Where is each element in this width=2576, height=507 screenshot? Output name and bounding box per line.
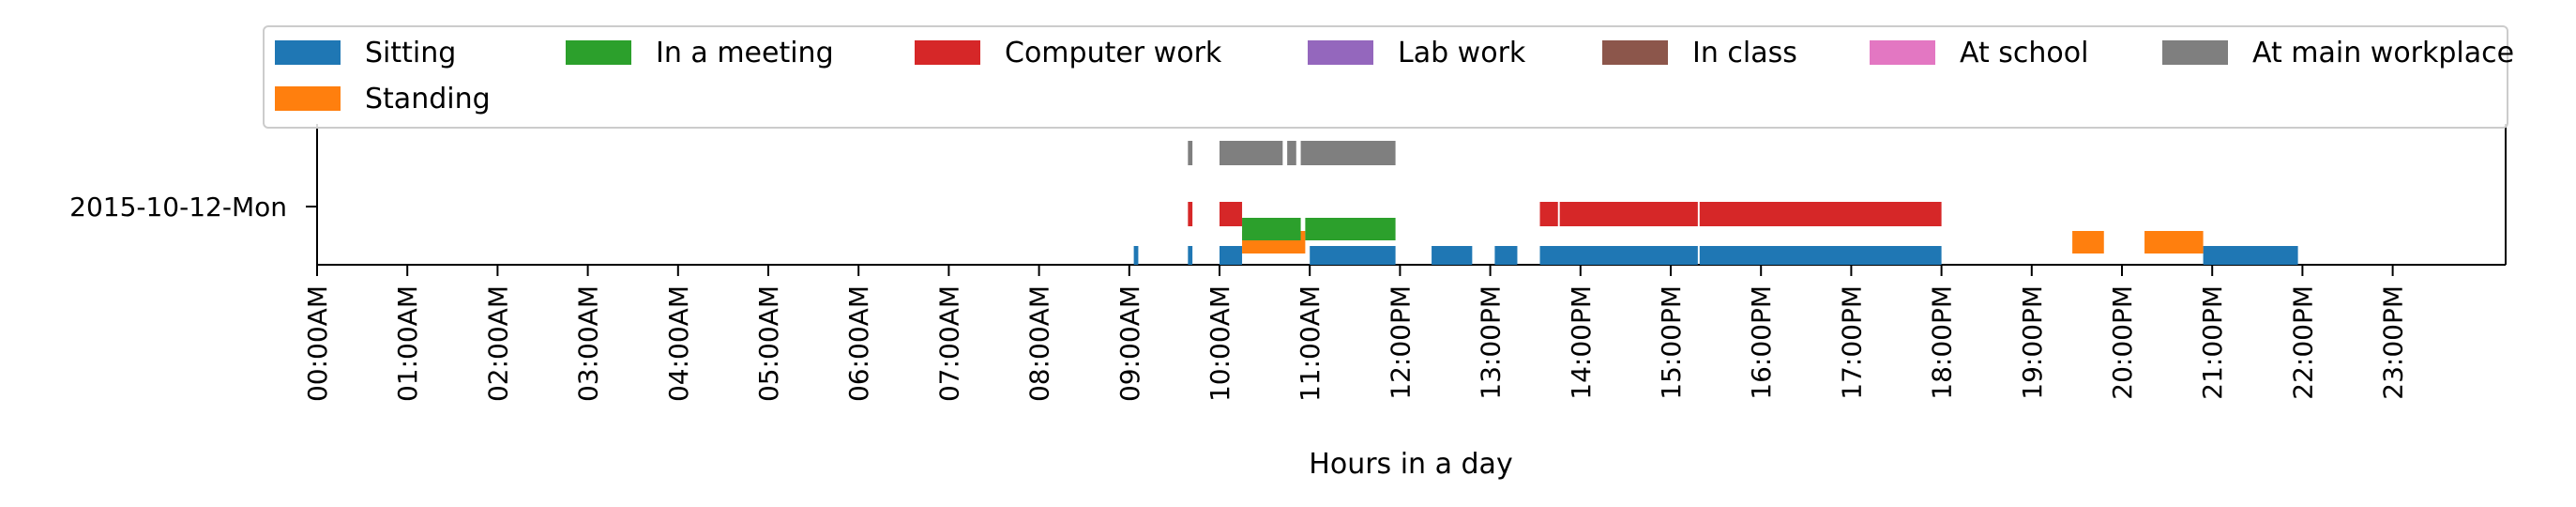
- x-tick-label: 16:00PM: [1746, 285, 1777, 400]
- x-tick-label: 09:00AM: [1114, 285, 1145, 402]
- x-tick-label: 04:00AM: [663, 285, 694, 402]
- bar-computer-work: [1188, 202, 1193, 226]
- x-tick-label: 12:00PM: [1385, 285, 1416, 400]
- x-tick-label: 10:00AM: [1205, 285, 1235, 402]
- legend-swatch: [566, 40, 631, 65]
- x-tick-label: 05:00AM: [753, 285, 784, 402]
- bar-sitting: [1310, 246, 1396, 265]
- legend: Sitting Standing In a meeting Computer work…: [263, 25, 2514, 129]
- legend-swatch: [275, 86, 341, 111]
- legend-swatch: [1870, 40, 1935, 65]
- x-axis-label: Hours in a day: [1309, 448, 1512, 481]
- x-tick-label: 02:00AM: [482, 285, 513, 402]
- legend-label: Standing: [365, 83, 491, 115]
- legend-label: Sitting: [365, 37, 456, 69]
- bar-at-main-workplace: [1300, 141, 1396, 165]
- x-tick-label: 01:00AM: [392, 285, 423, 402]
- legend-swatch: [1602, 40, 1668, 65]
- bar-sitting: [1220, 246, 1243, 265]
- x-tick-label: 20:00PM: [2107, 285, 2138, 400]
- legend-label: In a meeting: [656, 37, 834, 69]
- x-tick-label: 22:00PM: [2287, 285, 2318, 400]
- x-tick-label: 11:00AM: [1295, 285, 1326, 402]
- x-tick-label: 15:00PM: [1656, 285, 1687, 400]
- x-tick-label: 08:00AM: [1024, 285, 1055, 402]
- x-tick-label: 14:00PM: [1566, 285, 1597, 400]
- bar-sitting: [1188, 246, 1193, 265]
- bar-standing: [2144, 231, 2204, 254]
- legend-label: Computer work: [1005, 37, 1222, 69]
- bar-sitting: [1133, 246, 1139, 265]
- legend-label: At main workplace: [2252, 37, 2514, 69]
- bar-in-a-meeting: [1305, 218, 1396, 240]
- bar-standing: [2072, 231, 2104, 254]
- bar-sitting: [2203, 246, 2298, 265]
- interval-bars: [1133, 141, 2298, 265]
- legend-label: At school: [1960, 37, 2088, 69]
- legend-swatch: [2162, 40, 2228, 65]
- x-tick-label: 06:00AM: [843, 285, 874, 402]
- bar-sitting: [1539, 246, 1698, 265]
- x-axis-ticks: 00:00AM 01:00AM 02:00AM 03:00AM 04:00AM 05:00…: [302, 265, 2409, 402]
- x-tick-label: 21:00PM: [2197, 285, 2228, 400]
- bar-at-main-workplace: [1220, 141, 1283, 165]
- bar-sitting: [1699, 246, 1942, 265]
- x-tick-label: 03:00AM: [573, 285, 604, 402]
- x-tick-label: 00:00AM: [302, 285, 333, 402]
- x-tick-label: 07:00AM: [933, 285, 964, 402]
- legend-label: In class: [1692, 37, 1797, 69]
- bar-in-a-meeting: [1242, 218, 1301, 240]
- bar-computer-work: [1559, 202, 1698, 226]
- legend-swatch: [1308, 40, 1373, 65]
- bar-sitting: [1432, 246, 1473, 265]
- x-tick-label: 18:00PM: [1927, 285, 1958, 400]
- bar-computer-work: [1539, 202, 1558, 226]
- bar-at-main-workplace: [1287, 141, 1296, 165]
- y-tick-label: 2015-10-12-Mon: [69, 192, 287, 223]
- legend-swatch: [915, 40, 980, 65]
- bar-computer-work: [1220, 202, 1243, 226]
- bar-computer-work: [1699, 202, 1942, 226]
- x-tick-label: 17:00PM: [1836, 285, 1867, 400]
- legend-frame: [263, 25, 2508, 129]
- plot-area: 2015-10-12-Mon: [69, 124, 2507, 266]
- legend-label: Lab work: [1398, 37, 1526, 69]
- bar-at-main-workplace: [1188, 141, 1193, 165]
- x-tick-label: 13:00PM: [1476, 285, 1507, 400]
- x-tick-label: 23:00PM: [2378, 285, 2409, 400]
- x-tick-label: 19:00PM: [2017, 285, 2048, 400]
- legend-swatch: [275, 40, 341, 65]
- bar-sitting: [1494, 246, 1518, 265]
